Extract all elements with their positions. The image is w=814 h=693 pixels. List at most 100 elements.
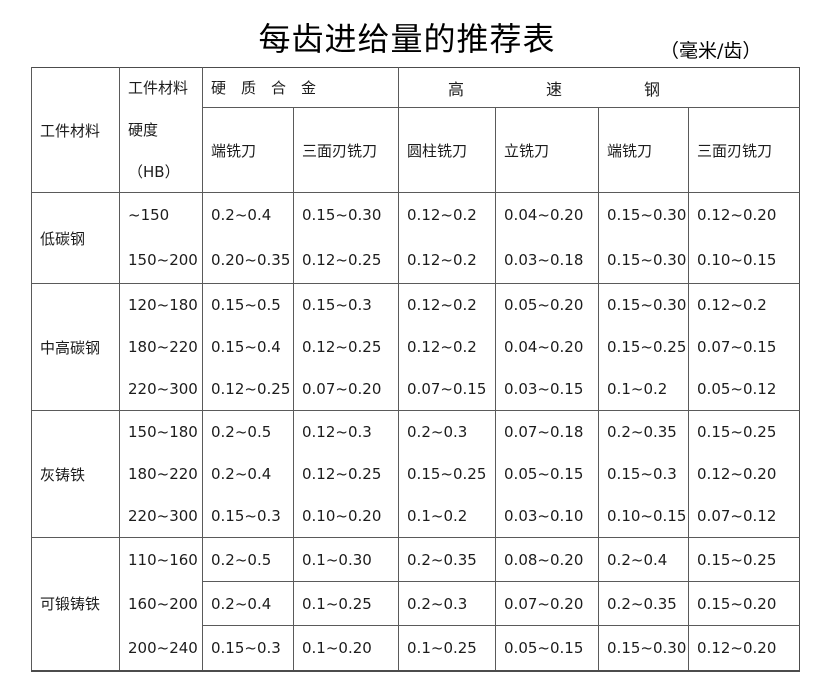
value-cell: 0.12~0.3: [292, 410, 399, 453]
hss-header-spread: 高 速 钢: [407, 76, 799, 100]
page-title: 每齿进给量的推荐表: [258, 20, 556, 58]
value-cell: 0.15~0.5: [202, 283, 294, 326]
value-cell: 0.1~0.25: [398, 625, 496, 671]
col-header-hardness: 工件材料 硬度 （HB）: [119, 67, 203, 193]
hardness-cell: 180~220: [119, 325, 203, 368]
hardness-header-line: 硬度: [128, 121, 159, 139]
value-cell: 0.2~0.35: [398, 537, 496, 582]
hardness-cell: 120~180: [119, 283, 203, 326]
value-cell: 0.2~0.4: [598, 537, 689, 582]
tool-header-end-mill-carbide: 端铣刀: [202, 107, 294, 193]
value-cell: 0.2~0.35: [598, 581, 689, 626]
hardness-cell: 220~300: [119, 494, 203, 538]
value-cell: 0.07~0.15: [688, 325, 800, 368]
table-row: 220~300 0.12~0.25 0.07~0.20 0.07~0.15 0.03~0…: [32, 367, 800, 411]
value-cell: 0.15~0.3: [292, 283, 399, 326]
value-cell: 0.05~0.15: [495, 452, 599, 495]
value-cell: 0.04~0.20: [495, 192, 599, 238]
hss-char: [701, 76, 799, 100]
value-cell: 0.15~0.30: [598, 192, 689, 238]
value-cell: 0.2~0.4: [202, 452, 294, 495]
value-cell: 0.12~0.2: [398, 237, 496, 284]
value-cell: 0.15~0.30: [598, 237, 689, 284]
value-cell: 0.12~0.2: [398, 283, 496, 326]
value-cell: 0.15~0.25: [598, 325, 689, 368]
tool-header-row: 端铣刀 三面刃铣刀 圆柱铣刀 立铣刀 端铣刀 三面刃铣刀: [32, 107, 800, 193]
value-cell: 0.12~0.25: [292, 452, 399, 495]
value-cell: 0.10~0.15: [688, 237, 800, 284]
value-cell: 0.15~0.4: [202, 325, 294, 368]
value-cell: 0.10~0.15: [598, 494, 689, 538]
value-cell: 0.1~0.2: [598, 367, 689, 411]
value-cell: 0.15~0.25: [688, 410, 800, 453]
value-cell: 0.07~0.20: [495, 581, 599, 626]
value-cell: 0.2~0.5: [202, 410, 294, 453]
material-cell: 低碳钢: [31, 192, 120, 284]
table-row: 160~200 0.2~0.4 0.1~0.25 0.2~0.3 0.07~0.20 0.…: [32, 581, 800, 626]
value-cell: 0.07~0.18: [495, 410, 599, 453]
hardness-cell: 150~200: [119, 237, 203, 284]
table-row: 220~300 0.15~0.3 0.10~0.20 0.1~0.2 0.03~0.10…: [32, 494, 800, 538]
value-cell: 0.03~0.18: [495, 237, 599, 284]
hardness-cell: 180~220: [119, 452, 203, 495]
value-cell: 0.12~0.20: [688, 192, 800, 238]
value-cell: 0.15~0.3: [202, 494, 294, 538]
value-cell: 0.1~0.2: [398, 494, 496, 538]
hardness-cell: 220~300: [119, 367, 203, 411]
value-cell: 0.15~0.25: [398, 452, 496, 495]
col-header-material: 工件材料: [31, 67, 120, 193]
value-cell: 0.08~0.20: [495, 537, 599, 582]
table-row: 180~220 0.2~0.4 0.12~0.25 0.15~0.25 0.05~0.1…: [32, 452, 800, 495]
value-cell: 0.05~0.12: [688, 367, 800, 411]
value-cell: 0.12~0.25: [202, 367, 294, 411]
hss-char: 速: [546, 79, 563, 99]
table-row: 150~200 0.20~0.35 0.12~0.25 0.12~0.2 0.03~0.…: [32, 237, 800, 284]
tool-header-side-mill-hss: 三面刃铣刀: [688, 107, 800, 193]
value-cell: 0.07~0.20: [292, 367, 399, 411]
value-cell: 0.05~0.15: [495, 625, 599, 671]
hardness-header-line: （HB）: [128, 163, 180, 181]
value-cell: 0.15~0.20: [688, 581, 800, 626]
value-cell: 0.2~0.35: [598, 410, 689, 453]
group-header-row: 工件材料 工件材料 硬度 （HB） 硬 质 合 金 高 速 钢: [31, 67, 800, 193]
hardness-cell: ~150: [119, 192, 203, 238]
table-row: 180~220 0.15~0.4 0.12~0.25 0.12~0.2 0.04~0.2…: [32, 325, 800, 368]
value-cell: 0.2~0.4: [202, 581, 294, 626]
value-cell: 0.07~0.12: [688, 494, 800, 538]
table-row: 200~240 0.15~0.3 0.1~0.20 0.1~0.25 0.05~0.15…: [32, 625, 800, 671]
hss-char: 钢: [644, 79, 661, 99]
value-cell: 0.15~0.3: [202, 625, 294, 671]
group-header-carbide: 硬 质 合 金: [201, 67, 399, 108]
value-cell: 0.2~0.3: [398, 581, 496, 626]
feed-per-tooth-table: 工件材料 工件材料 硬度 （HB） 硬 质 合 金 高 速 钢 端铣刀 三: [31, 67, 801, 672]
page-header: 每齿进给量的推荐表 （毫米/齿）: [0, 0, 814, 67]
unit-label: （毫米/齿）: [660, 40, 762, 62]
value-cell: 0.12~0.25: [292, 325, 399, 368]
value-cell: 0.2~0.5: [202, 537, 294, 582]
value-cell: 0.2~0.3: [398, 410, 496, 453]
tool-header-vertical-mill: 立铣刀: [495, 107, 599, 193]
value-cell: 0.15~0.30: [598, 625, 689, 671]
hardness-cell: 160~200: [119, 581, 203, 626]
value-cell: 0.05~0.20: [495, 283, 599, 326]
hardness-cell: 110~160: [119, 537, 203, 582]
material-cell: 中高碳钢: [31, 283, 120, 411]
hardness-header-lines: 工件材料 硬度 （HB）: [128, 79, 202, 181]
value-cell: 0.12~0.2: [688, 283, 800, 326]
table-row: 中高碳钢 120~180 0.15~0.5 0.15~0.3 0.12~0.2 0.05~…: [31, 283, 800, 411]
hardness-header-line: 工件材料: [128, 79, 189, 97]
tool-header-cylindrical-mill: 圆柱铣刀: [398, 107, 496, 193]
group-header-hss: 高 速 钢: [398, 67, 800, 108]
value-cell: 0.15~0.3: [598, 452, 689, 495]
value-cell: 0.1~0.20: [292, 625, 399, 671]
value-cell: 0.15~0.30: [292, 192, 399, 238]
tool-header-end-mill-hss: 端铣刀: [598, 107, 689, 193]
value-cell: 0.10~0.20: [292, 494, 399, 538]
value-cell: 0.15~0.30: [598, 283, 689, 326]
table-row: 可锻铸铁 110~160 0.2~0.5 0.1~0.30 0.2~0.35 0.08~0…: [31, 537, 800, 671]
value-cell: 0.1~0.25: [292, 581, 399, 626]
hss-char: 高: [448, 79, 465, 99]
value-cell: 0.03~0.15: [495, 367, 599, 411]
tool-header-side-mill-carbide: 三面刃铣刀: [292, 107, 399, 193]
value-cell: 0.15~0.25: [688, 537, 800, 582]
